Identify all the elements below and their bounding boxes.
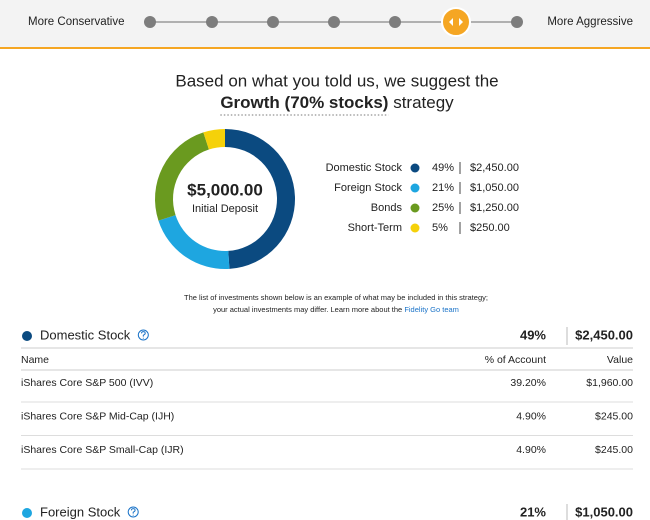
- slider-stop[interactable]: [206, 16, 218, 28]
- section-dot: [22, 331, 32, 341]
- disclaimer-line1: The list of investments shown below is a…: [184, 293, 488, 302]
- legend-name: Domestic Stock: [326, 162, 403, 174]
- section-value: $2,450.00: [575, 327, 633, 342]
- help-icon[interactable]: [127, 506, 139, 518]
- legend-amount: $250.00: [470, 222, 510, 234]
- fund-cell: 4.90%: [516, 410, 546, 422]
- disclaimer-link[interactable]: Fidelity Go team: [404, 305, 459, 314]
- headline: Based on what you told us, we suggest th…: [175, 71, 498, 90]
- fund-cell: $1,960.00: [586, 377, 633, 389]
- section-value: $1,050.00: [575, 504, 633, 519]
- slider-right-label: More Aggressive: [547, 16, 633, 28]
- fund-link[interactable]: iShares Core S&P Small-Cap (IJR): [21, 444, 184, 456]
- fund-cell: 39.20%: [510, 377, 546, 389]
- donut-center-value: $5,000.00: [187, 180, 263, 199]
- section-percent: 21%: [520, 504, 546, 519]
- legend-percent: 21%: [432, 182, 454, 194]
- donut-segment: [225, 129, 296, 269]
- legend-percent: 49%: [432, 162, 454, 174]
- fund-link[interactable]: iShares Core S&P Mid-Cap (IJH): [21, 410, 174, 422]
- column-header: Name: [21, 354, 49, 366]
- legend-amount: $1,050.00: [470, 182, 519, 194]
- strategy-suffix: strategy: [393, 93, 454, 112]
- fund-cell: 4.90%: [516, 444, 546, 456]
- column-header: % of Account: [485, 354, 546, 366]
- section-percent: 49%: [520, 327, 546, 342]
- slider-stop[interactable]: [511, 16, 523, 28]
- legend-percent: 25%: [432, 202, 454, 214]
- header-underline: [0, 47, 650, 49]
- knob-arrows: [449, 18, 463, 26]
- legend-percent: 5%: [432, 222, 448, 234]
- column-header: Value: [607, 354, 633, 366]
- headline-strategy-line: Growth (70% stocks) strategy: [220, 93, 454, 112]
- legend-dot: [410, 163, 420, 173]
- header-bar: [0, 0, 650, 47]
- legend-name: Bonds: [371, 202, 403, 214]
- slider-stop[interactable]: [144, 16, 156, 28]
- fund-cell: $245.00: [595, 444, 633, 456]
- help-icon[interactable]: [137, 329, 149, 341]
- slider-left-label: More Conservative: [28, 16, 125, 28]
- disclaimer-line2: your actual investments may differ. Lear…: [213, 305, 459, 314]
- donut-center-label: Initial Deposit: [192, 203, 258, 215]
- help-glyph: [141, 331, 146, 339]
- donut-segment: [203, 129, 225, 150]
- slider-knob[interactable]: [441, 7, 471, 37]
- slider-stop[interactable]: [389, 16, 401, 28]
- disclaimer-text: your actual investments may differ. Lear…: [213, 305, 402, 314]
- legend-dot: [410, 183, 420, 193]
- section-dot: [22, 508, 32, 518]
- legend-name: Foreign Stock: [334, 182, 402, 194]
- strategy-name[interactable]: Growth (70% stocks): [220, 93, 388, 112]
- section-title: Domestic Stock: [40, 327, 131, 342]
- slider-stop[interactable]: [328, 16, 340, 28]
- fund-cell: $245.00: [595, 410, 633, 422]
- section-title: Foreign Stock: [40, 504, 121, 519]
- slider-stop[interactable]: [267, 16, 279, 28]
- legend-amount: $1,250.00: [470, 202, 519, 214]
- donut-segment: [158, 215, 230, 269]
- help-glyph: [130, 508, 136, 516]
- donut-segment: [154, 132, 209, 221]
- legend-name: Short-Term: [348, 222, 402, 234]
- legend-amount: $2,450.00: [470, 162, 519, 174]
- legend-dot: [410, 203, 420, 213]
- legend-dot: [410, 223, 420, 233]
- fund-link[interactable]: iShares Core S&P 500 (IVV): [21, 377, 153, 389]
